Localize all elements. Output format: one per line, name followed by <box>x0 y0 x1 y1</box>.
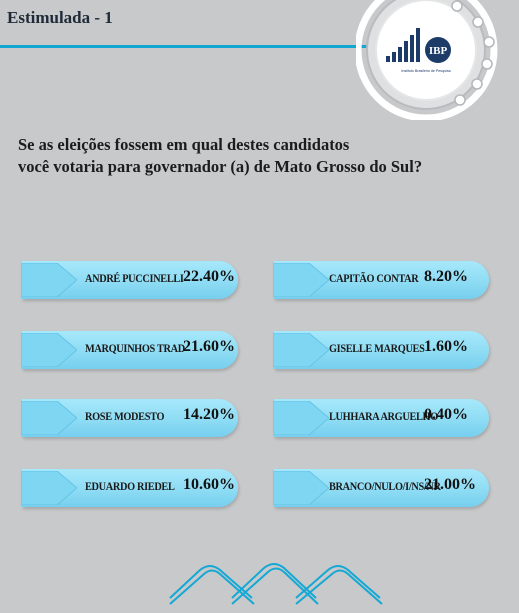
candidate-percentage: 10.60% <box>183 476 235 493</box>
candidate-bar: GISELLE MARQUES 1.60% <box>273 331 489 369</box>
bar-arrow-icon <box>21 333 77 367</box>
candidate-bar: BRANCO/NULO/I/NS/NR 21.00% <box>273 469 489 507</box>
question-line-2: você votaria para governador (a) de Mato… <box>18 157 423 176</box>
candidate-bar: CAPITÃO CONTAR 8.20% <box>273 261 489 299</box>
candidate-percentage: 8.20% <box>424 268 468 285</box>
candidate-percentage: 22.40% <box>183 268 235 285</box>
bar-arrow-icon <box>273 263 329 297</box>
candidate-percentage: 0.40% <box>424 406 468 423</box>
candidate-bar: LUHHARA ARGUELHO 0.40% <box>273 399 489 437</box>
bar-arrow-icon <box>21 401 77 435</box>
bar-arrow-icon <box>21 471 77 505</box>
candidate-bar: ANDRÉ PUCCINELLI 22.40% <box>21 261 238 299</box>
candidate-percentage: 21.60% <box>183 338 235 355</box>
candidate-name: GISELLE MARQUES <box>329 341 425 355</box>
candidate-bar: MARQUINHOS TRAD 21.60% <box>21 331 238 369</box>
header-divider <box>0 45 400 48</box>
page-title: Estimulada - 1 <box>7 8 113 27</box>
candidate-name: BRANCO/NULO/I/NS/NR <box>329 479 441 493</box>
candidate-name: CAPITÃO CONTAR <box>329 271 419 285</box>
bar-arrow-icon <box>273 401 329 435</box>
candidate-percentage: 1.60% <box>424 338 468 355</box>
candidate-name: MARQUINHOS TRAD <box>85 341 185 355</box>
candidate-percentage: 14.20% <box>183 406 235 423</box>
candidate-name: ANDRÉ PUCCINELLI <box>85 271 184 285</box>
ibp-logo: IBP Instituto Brasileiro de Pesquisa <box>354 0 519 122</box>
candidate-name: LUHHARA ARGUELHO <box>329 409 438 423</box>
question-line-1: Se as eleições fossem em qual destes can… <box>18 135 350 154</box>
logo-acronym: IBP <box>429 45 448 57</box>
decorative-diamonds <box>160 548 400 608</box>
candidate-name: EDUARDO RIEDEL <box>85 479 175 493</box>
candidate-percentage: 21.00% <box>424 476 476 493</box>
bar-arrow-icon <box>273 333 329 367</box>
candidate-bar: ROSE MODESTO 14.20% <box>21 399 238 437</box>
candidate-name: ROSE MODESTO <box>85 409 165 423</box>
logo-tagline: Instituto Brasileiro de Pesquisa <box>401 69 450 73</box>
survey-question: Se as eleições fossem em qual destes can… <box>18 134 508 178</box>
bar-arrow-icon <box>21 263 77 297</box>
candidate-bar: EDUARDO RIEDEL 10.60% <box>21 469 238 507</box>
bar-arrow-icon <box>273 471 329 505</box>
